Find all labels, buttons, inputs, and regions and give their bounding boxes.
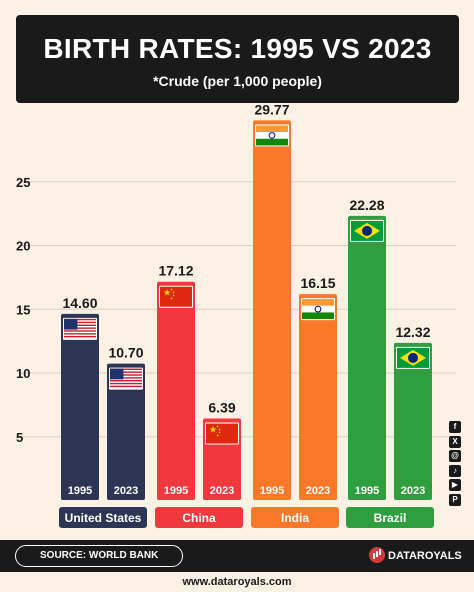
br-flag-icon (396, 346, 430, 369)
data-label: 29.77 (254, 101, 289, 117)
flag-chakra (268, 132, 276, 139)
flag-globe (408, 352, 418, 363)
flag-globe (362, 225, 372, 236)
year-label: 2023 (306, 485, 330, 497)
chart-logo-icon (369, 547, 385, 564)
flag-stripe (64, 324, 96, 326)
flag-field (160, 286, 192, 307)
facebook-icon[interactable]: f (449, 421, 461, 433)
social-icons: f X @ ♪ ▶ P (449, 421, 461, 509)
in-flag-icon (301, 298, 335, 321)
flag-white (256, 132, 288, 139)
flag-green (302, 312, 334, 320)
in-flag-icon (255, 124, 289, 147)
year-label: 2023 (114, 485, 138, 497)
flag-stripe (64, 333, 96, 335)
title-banner: BIRTH RATES: 1995 VS 2023 *Crude (per 1,… (16, 15, 459, 103)
flag-saffron (256, 125, 288, 133)
data-label: 17.12 (158, 263, 193, 279)
flag-stripe (110, 377, 142, 379)
y-tick-label: 15 (16, 302, 30, 317)
bar (107, 363, 145, 500)
year-label: 1995 (164, 485, 188, 497)
category-label-box (155, 507, 243, 528)
year-label: 2023 (401, 485, 425, 497)
source-label: SOURCE: WORLD BANK (15, 545, 184, 567)
flag-green (256, 138, 288, 146)
data-label: 6.39 (208, 400, 235, 416)
category-label: Brazil (374, 511, 407, 525)
flag-saffron (302, 299, 334, 306)
tiktok-icon[interactable]: ♪ (449, 464, 461, 477)
us-flag-icon (109, 367, 143, 390)
flag-stripe (110, 385, 142, 388)
flag-star: ★ (172, 291, 175, 295)
category-label: United States (65, 511, 142, 525)
flag-star: ★ (216, 434, 219, 438)
flag-star: ★ (172, 294, 175, 298)
bar (348, 215, 386, 500)
bar-chart: 5 10 15 20 25 14.60 1995 10.70 2023 United States… (16, 101, 456, 528)
flag-stripe (110, 380, 142, 382)
us-flag-icon (63, 317, 97, 340)
year-label: 1995 (355, 485, 379, 497)
flag-stripe (64, 330, 96, 332)
year-label: 1995 (260, 485, 284, 497)
y-tick-label: 10 (16, 366, 30, 381)
brand-logo: DATAROYALS (369, 545, 462, 567)
youtube-icon[interactable]: ▶ (449, 479, 461, 492)
x-icon[interactable]: X (449, 435, 461, 448)
flag-stripe (110, 382, 142, 385)
bar (253, 120, 291, 501)
y-tick-label: 20 (16, 239, 30, 254)
year-label: 2023 (210, 485, 234, 497)
chart-subtitle: *Crude (per 1,000 people) (153, 73, 322, 89)
cn-flag-icon: ★★★★★ (159, 285, 193, 308)
category-label-box (251, 507, 339, 528)
data-label: 14.60 (62, 295, 97, 311)
flag-star: ★ (170, 297, 173, 301)
flag-white (302, 305, 334, 313)
pinterest-icon[interactable]: P (449, 493, 461, 506)
bar (394, 342, 432, 500)
cn-flag-icon: ★★★★★ (205, 422, 239, 445)
chart-title: BIRTH RATES: 1995 VS 2023 (43, 33, 432, 64)
flag-stripe (64, 318, 96, 321)
flag-star: ★ (216, 425, 219, 429)
flag-stripe (110, 374, 142, 376)
flag-canton (110, 368, 124, 380)
y-tick-label: 5 (16, 430, 23, 445)
flag-star: ★ (218, 428, 221, 432)
data-label: 12.32 (395, 324, 430, 340)
flag-stripe (64, 335, 96, 338)
data-label: 22.28 (349, 197, 384, 213)
flag-stripe (110, 371, 142, 373)
flag-stripe (64, 321, 96, 324)
category-label-box (59, 507, 147, 528)
category-label-box (346, 507, 434, 528)
bar (61, 313, 99, 500)
data-label: 16.15 (300, 275, 335, 291)
category-label: India (281, 511, 309, 525)
flag-stripe (64, 327, 96, 329)
flag-star: ★ (218, 431, 221, 435)
bar (299, 294, 337, 500)
flag-field (206, 423, 238, 444)
year-label: 1995 (68, 485, 92, 497)
flag-stripe (110, 368, 142, 371)
flag-star: ★ (209, 426, 217, 436)
br-flag-icon (350, 219, 384, 242)
footer-bar: SOURCE: WORLD BANK DATAROYALS (0, 540, 474, 572)
data-label: 10.70 (108, 345, 143, 361)
bar (157, 281, 195, 500)
website-url[interactable]: www.dataroyals.com (182, 576, 292, 588)
flag-canton (64, 318, 78, 330)
threads-icon[interactable]: @ (449, 450, 461, 463)
flag-chakra (314, 305, 322, 313)
y-tick-label: 25 (16, 175, 30, 190)
category-label: China (182, 511, 216, 525)
flag-star: ★ (163, 289, 171, 299)
flag-star: ★ (170, 288, 173, 292)
brand-name: DATAROYALS (388, 550, 462, 562)
